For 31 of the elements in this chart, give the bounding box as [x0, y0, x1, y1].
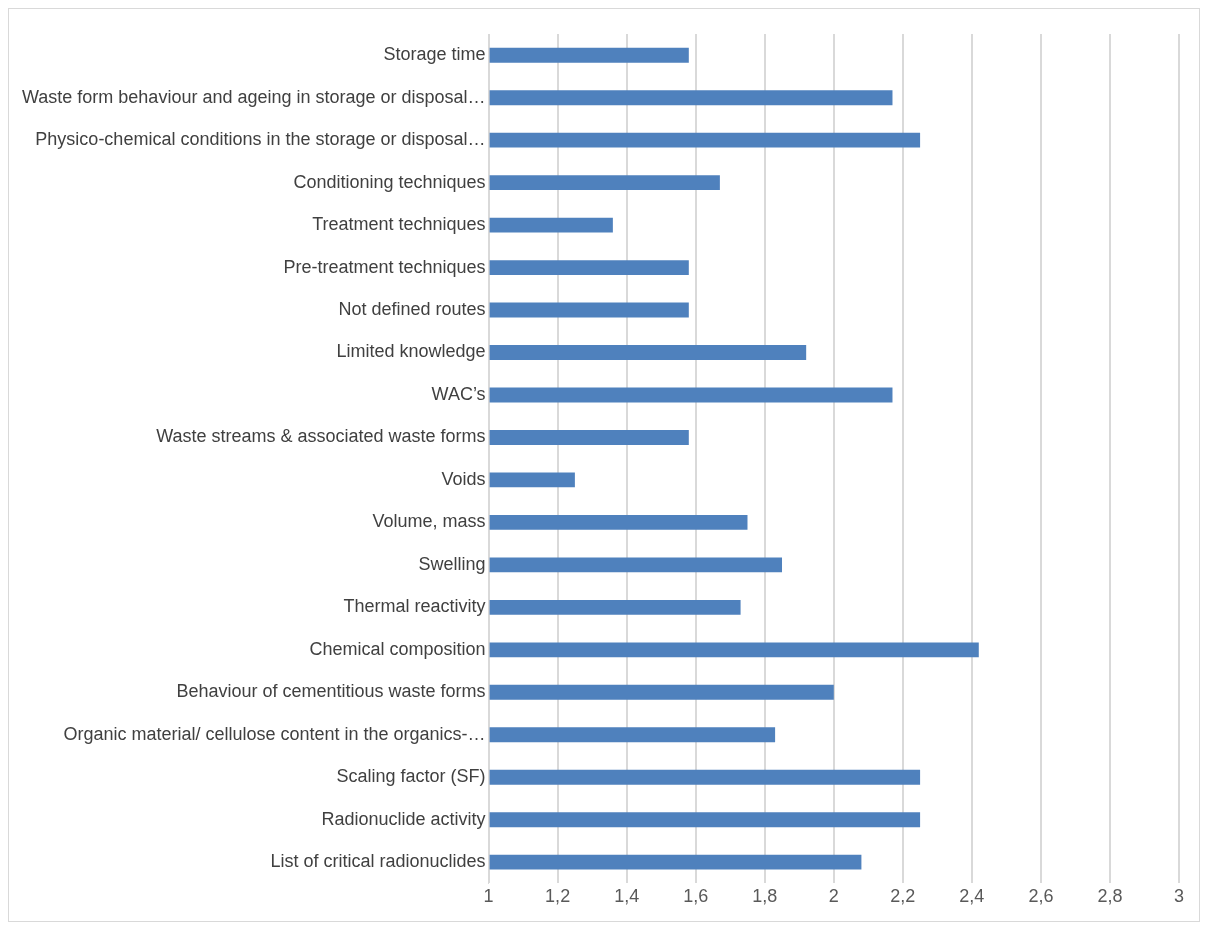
y-tick-label: Waste streams & associated waste forms: [156, 426, 486, 447]
y-tick-label: WAC’s: [431, 383, 486, 404]
x-tick-label: 1,4: [614, 886, 640, 907]
y-tick-label: Treatment techniques: [312, 214, 486, 235]
y-tick-label: Waste form behaviour and ageing in storage or disposal…: [21, 86, 486, 107]
x-tick-label: 2: [828, 886, 839, 907]
y-tick-label: Organic material/ cellulose content in the organics-…: [63, 723, 486, 744]
y-tick-label: Chemical composition: [309, 638, 486, 659]
x-tick-label: 1,8: [752, 886, 778, 907]
y-tick-label: Swelling: [418, 553, 486, 574]
x-tick-label: 3: [1173, 886, 1185, 907]
y-tick-label: Thermal reactivity: [343, 596, 486, 617]
x-tick-label: 1: [483, 886, 494, 907]
y-tick-label: Radionuclide activity: [321, 808, 486, 829]
x-tick-label: 1,6: [683, 886, 709, 907]
x-tick-label: 2,4: [959, 886, 985, 907]
x-tick-label: 2,2: [890, 886, 916, 907]
y-tick-label: Voids: [441, 468, 486, 489]
y-tick-label: Pre-treatment techniques: [283, 256, 486, 277]
y-tick-label: Volume, mass: [372, 511, 486, 532]
y-tick-label: Limited knowledge: [336, 341, 486, 362]
y-tick-label: Physico-chemical conditions in the storage or disposal…: [35, 129, 486, 150]
y-tick-label: Not defined routes: [338, 299, 486, 320]
x-tick-label: 2,6: [1028, 886, 1054, 907]
x-tick-label: 1,2: [545, 886, 571, 907]
x-tick-label: 2,8: [1097, 886, 1123, 907]
y-tick-label: Behaviour of cementitious waste forms: [176, 681, 486, 702]
y-tick-label: Storage time: [383, 44, 486, 65]
y-tick-label: Scaling factor (SF): [336, 766, 486, 787]
y-tick-label: List of critical radionuclides: [270, 851, 486, 872]
y-tick-label: Conditioning techniques: [293, 171, 486, 192]
